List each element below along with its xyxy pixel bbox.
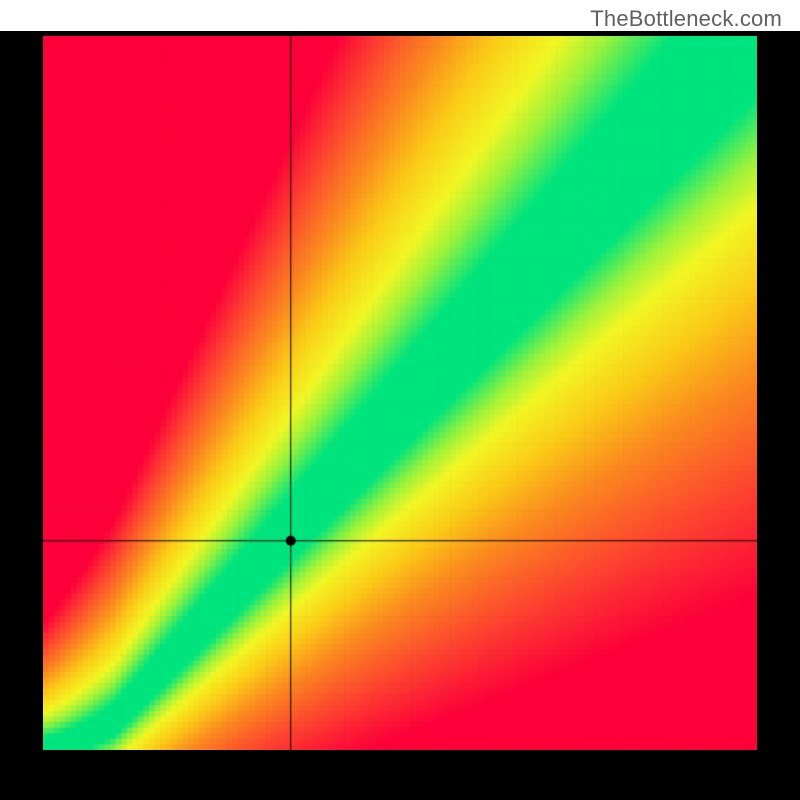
watermark-text: TheBottleneck.com (590, 6, 782, 32)
chart-outer-frame (0, 31, 800, 800)
heatmap-canvas (43, 36, 757, 750)
heatmap-plot-area (43, 36, 757, 750)
